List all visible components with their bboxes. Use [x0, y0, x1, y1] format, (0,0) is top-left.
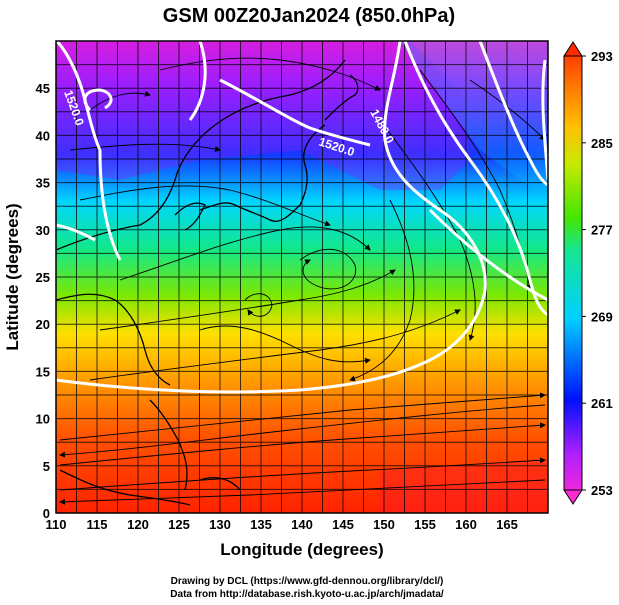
colorbar-top-arrow [563, 41, 583, 57]
x-tick-label: 160 [455, 517, 477, 532]
x-tick-label: 135 [250, 517, 272, 532]
credit-drawing: Drawing by DCL (https://www.gfd-dennou.o… [171, 576, 444, 587]
x-tick-label: 165 [496, 517, 518, 532]
x-tick-label: 120 [127, 517, 149, 532]
colorbar-gradient [563, 55, 583, 491]
y-tick-label: 30 [36, 223, 50, 238]
y-tick-label: 15 [36, 364, 50, 379]
y-tick-labels: 0 5 10 15 20 25 30 35 40 45 [36, 81, 50, 521]
colorbar-bottom-arrow [563, 489, 583, 505]
x-tick-label: 155 [414, 517, 436, 532]
map-title: GSM 00Z20Jan2024 (850.0hPa) [163, 5, 455, 27]
y-tick-label: 35 [36, 176, 50, 191]
plot-area: 1520.0 1480.0 1520.0 [56, 41, 548, 513]
colorbar: 253 261 269 277 285 293 [563, 41, 613, 505]
x-tick-label: 125 [168, 517, 190, 532]
colorbar-tick-label: 285 [591, 136, 613, 151]
y-tick-label: 0 [43, 506, 50, 521]
credit-data: Data from http://database.rish.kyoto-u.a… [170, 589, 444, 600]
x-tick-labels: 110 115 120 125 130 135 140 145 150 155 160 165 [46, 517, 518, 532]
colorbar-tick-label: 269 [591, 309, 613, 324]
streamlines [59, 57, 546, 505]
y-tick-label: 10 [36, 412, 50, 427]
colorbar-tick-label: 277 [591, 223, 613, 238]
colorbar-tick-label: 253 [591, 483, 613, 498]
x-tick-label: 110 [46, 517, 67, 532]
y-tick-label: 25 [36, 270, 50, 285]
x-tick-label: 150 [373, 517, 395, 532]
y-tick-label: 45 [36, 81, 50, 96]
y-tick-label: 40 [36, 128, 50, 143]
ocean-warm-tongue [400, 41, 548, 200]
grid [56, 41, 548, 513]
colorbar-ticks: 253 261 269 277 285 293 [582, 49, 613, 498]
height-contours [56, 41, 548, 394]
x-tick-label: 145 [332, 517, 354, 532]
x-tick-label: 115 [87, 517, 108, 532]
x-tick-label: 140 [291, 517, 313, 532]
y-tick-label: 5 [43, 459, 50, 474]
y-tick-label: 20 [36, 317, 50, 332]
cold-air-region [56, 41, 470, 190]
y-axis-label: Latitude (degrees) [3, 203, 22, 350]
colorbar-tick-label: 293 [591, 49, 613, 64]
colorbar-tick-label: 261 [591, 396, 613, 411]
x-axis-label: Longitude (degrees) [220, 540, 383, 559]
warm-pool-region [380, 460, 548, 513]
x-tick-label: 130 [209, 517, 231, 532]
plot-frame [55, 40, 549, 514]
